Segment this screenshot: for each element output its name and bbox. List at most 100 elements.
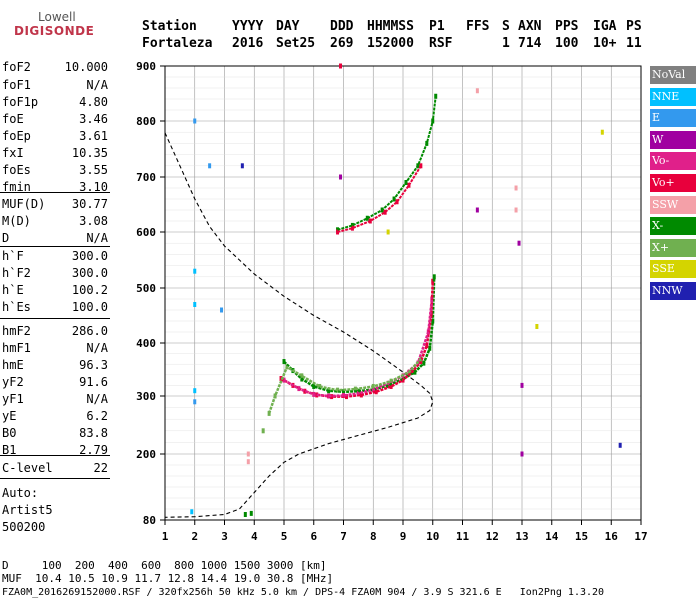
point-nne <box>190 509 194 515</box>
param-value: 4.80 <box>79 95 108 109</box>
x-tick-label: 9 <box>400 530 407 543</box>
param-1: foF1 N/A <box>2 78 108 92</box>
divider <box>0 478 110 479</box>
x-tick-label: 3 <box>221 530 228 543</box>
param-16: hmF1 N/A <box>2 341 108 355</box>
header-label-8: AXN <box>518 19 542 34</box>
point-ssw <box>246 451 250 457</box>
trace-x <box>267 358 422 414</box>
param-17: hmE 96.3 <box>2 358 108 372</box>
point-x <box>350 222 354 228</box>
param-name: foEs <box>2 163 31 177</box>
legend-item-x: X+ <box>650 238 696 257</box>
y-tick-label: 600 <box>136 226 156 239</box>
param-6: foEs 3.55 <box>2 163 108 177</box>
param-value: 91.6 <box>79 375 108 389</box>
param-4: foEp 3.61 <box>2 129 108 143</box>
point-ssw <box>246 459 250 465</box>
param-value: 100.0 <box>71 300 108 314</box>
param-value: 3.55 <box>79 163 108 177</box>
point-vo <box>383 209 387 215</box>
header-value-2: Set25 <box>276 36 316 51</box>
point-w <box>475 207 479 213</box>
trace-upper-vo <box>337 165 422 233</box>
point-w <box>520 451 524 457</box>
param-name: Auto: <box>2 486 39 500</box>
param-value: 3.61 <box>79 129 108 143</box>
param-19: yF1 N/A <box>2 392 108 406</box>
point-x <box>243 512 247 517</box>
divider <box>0 246 110 247</box>
header-value-4: 152000 <box>367 36 414 51</box>
header-label-9: PPS <box>555 19 579 34</box>
header-label-3: DDD <box>330 19 354 34</box>
param-15: hmF2 286.0 <box>2 324 108 338</box>
param-name: h`F2 <box>2 266 31 280</box>
point-vo <box>339 63 343 69</box>
point-vo <box>374 389 378 395</box>
param-value: 96.3 <box>79 358 108 372</box>
param-8: MUF(D) 30.77 <box>2 197 108 211</box>
param-0: foF2 10.000 <box>2 60 108 74</box>
param-13: h`E 100.2 <box>2 283 108 297</box>
legend-item-nne: NNE <box>650 87 696 106</box>
point-ssw <box>514 207 518 213</box>
param-14: h`Es 100.0 <box>2 300 108 314</box>
header-value-1: 2016 <box>232 36 264 51</box>
param-name: Artist5 <box>2 503 53 517</box>
param-value: N/A <box>86 341 108 355</box>
point-x <box>318 383 322 389</box>
param-name: hmF2 <box>2 324 31 338</box>
point-w <box>520 382 524 388</box>
param-23: C-level 22 <box>2 461 108 475</box>
param-value: 6.2 <box>86 409 108 423</box>
param-name: hmF1 <box>2 341 31 355</box>
point-sse <box>600 129 604 135</box>
header-label-10: IGA <box>593 19 617 34</box>
point-ssw <box>514 185 518 191</box>
y-tick-label: 200 <box>136 448 156 461</box>
logo-digisonde: DIGISONDE <box>14 24 95 38</box>
x-tick-label: 11 <box>456 530 470 543</box>
point-sse <box>535 324 539 329</box>
x-tick-label: 10 <box>426 530 439 543</box>
param-name: M(D) <box>2 214 31 228</box>
param-name: 500200 <box>2 520 46 534</box>
param-5: fxI 10.35 <box>2 146 108 160</box>
param-name: foE <box>2 112 24 126</box>
param-value: 300.0 <box>71 266 108 280</box>
param-name: h`Es <box>2 300 31 314</box>
legend-item-vo: Vo+ <box>650 174 696 192</box>
legend-item-nnw: NNW <box>650 282 696 300</box>
point-x <box>434 93 438 99</box>
divider <box>0 455 110 456</box>
x-tick-label: 8 <box>370 530 377 543</box>
point-e <box>220 307 224 313</box>
divider <box>0 192 110 193</box>
param-name: foF1p <box>2 95 39 109</box>
point-sse <box>386 229 390 235</box>
point-x <box>282 359 286 365</box>
header-label-5: P1 <box>429 19 445 34</box>
param-name: h`F <box>2 249 24 263</box>
trace-upper-x <box>337 96 437 231</box>
point-e <box>193 118 197 124</box>
param-10: D N/A <box>2 231 108 245</box>
point-nne <box>193 388 197 394</box>
divider <box>0 318 110 319</box>
header-value-3: 269 <box>330 36 354 51</box>
param-name: C-level <box>2 461 53 475</box>
point-x <box>300 373 304 379</box>
param-value: 3.46 <box>79 112 108 126</box>
header-value-9: 10+ <box>593 36 617 51</box>
point-w <box>339 174 343 180</box>
param-name: D <box>2 231 10 245</box>
header-label-4: HHMMSS <box>367 19 414 34</box>
y-tick-label: 300 <box>136 390 156 403</box>
param-7: fmin 3.10 <box>2 180 108 194</box>
point-vo <box>350 225 354 231</box>
point-nnw <box>618 442 622 448</box>
param-name: foEp <box>2 129 31 143</box>
header-value-0: Fortaleza <box>142 36 213 51</box>
param-value: 286.0 <box>71 324 108 338</box>
